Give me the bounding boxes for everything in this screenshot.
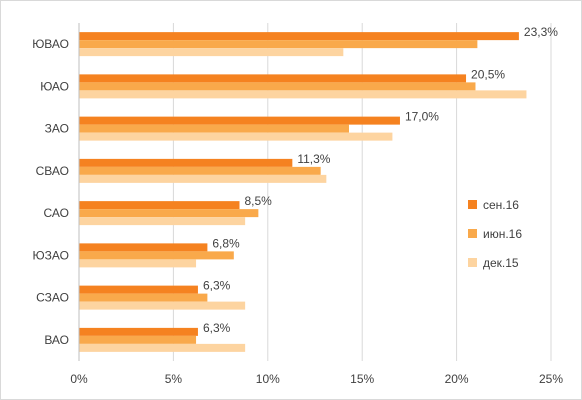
y-category-label: СЗАО	[36, 291, 69, 305]
bar-дек.15	[79, 301, 246, 310]
bar-сен.16	[79, 32, 519, 41]
y-category-label: ЗАО	[45, 122, 69, 136]
bar-дек.15	[79, 343, 246, 352]
bar-дек.15	[79, 259, 197, 268]
data-label: 6,3%	[203, 321, 231, 335]
bar-сен.16	[79, 243, 208, 252]
y-category-label: САО	[44, 206, 69, 220]
bar-дек.15	[79, 48, 344, 57]
data-label: 6,3%	[203, 279, 231, 293]
x-tick-label: 15%	[350, 372, 374, 386]
bar-сен.16	[79, 327, 198, 336]
bar-дек.15	[79, 217, 246, 226]
data-label: 6,8%	[212, 236, 240, 250]
legend-swatch	[468, 200, 477, 209]
bar-июн.16	[79, 82, 476, 91]
legend-label: дек.15	[483, 256, 519, 270]
bar-июн.16	[79, 40, 478, 49]
bar-июн.16	[79, 166, 321, 175]
bar-июн.16	[79, 124, 349, 133]
bar-сен.16	[79, 74, 467, 83]
x-tick-label: 20%	[445, 372, 469, 386]
data-label: 23,3%	[524, 25, 558, 39]
bar-сен.16	[79, 158, 293, 167]
x-tick-label: 5%	[165, 372, 183, 386]
bar-июн.16	[79, 293, 208, 302]
bar-сен.16	[79, 201, 240, 210]
bar-июн.16	[79, 335, 197, 344]
axis-layer: 0% 5% 10% 15% 20% 25% ЮВАО ЮАО ЗАО СВАО САО ЮЗАО СЗА…	[32, 23, 563, 386]
legend-swatch	[468, 229, 477, 238]
legend: сен.16 июн.16 дек.15	[468, 198, 522, 270]
x-tick-label: 10%	[256, 372, 280, 386]
data-label: 8,5%	[244, 194, 272, 208]
x-tick-label: 25%	[539, 372, 563, 386]
y-category-label: ВАО	[44, 333, 69, 347]
bar-дек.15	[79, 90, 527, 99]
label-layer: 23,3% 20,5% 17,0% 11,3% 8,5% 6,8% 6,3% 6,3%	[203, 25, 558, 335]
bar-layer	[79, 32, 527, 352]
y-category-label: СВАО	[36, 164, 69, 178]
x-tick-label: 0%	[70, 372, 88, 386]
data-label: 20,5%	[471, 67, 505, 81]
bar-сен.16	[79, 116, 400, 125]
bar-июн.16	[79, 209, 259, 218]
y-category-label: ЮЗАО	[33, 248, 69, 262]
bar-сен.16	[79, 285, 198, 294]
legend-label: сен.16	[483, 198, 519, 212]
legend-label: июн.16	[483, 227, 522, 241]
bar-июн.16	[79, 251, 234, 260]
y-category-label: ЮАО	[40, 79, 69, 93]
data-label: 17,0%	[405, 110, 439, 124]
bar-дек.15	[79, 174, 327, 183]
data-label: 11,3%	[297, 152, 330, 166]
bar-дек.15	[79, 132, 393, 141]
legend-swatch	[468, 258, 477, 267]
y-category-label: ЮВАО	[32, 37, 69, 51]
